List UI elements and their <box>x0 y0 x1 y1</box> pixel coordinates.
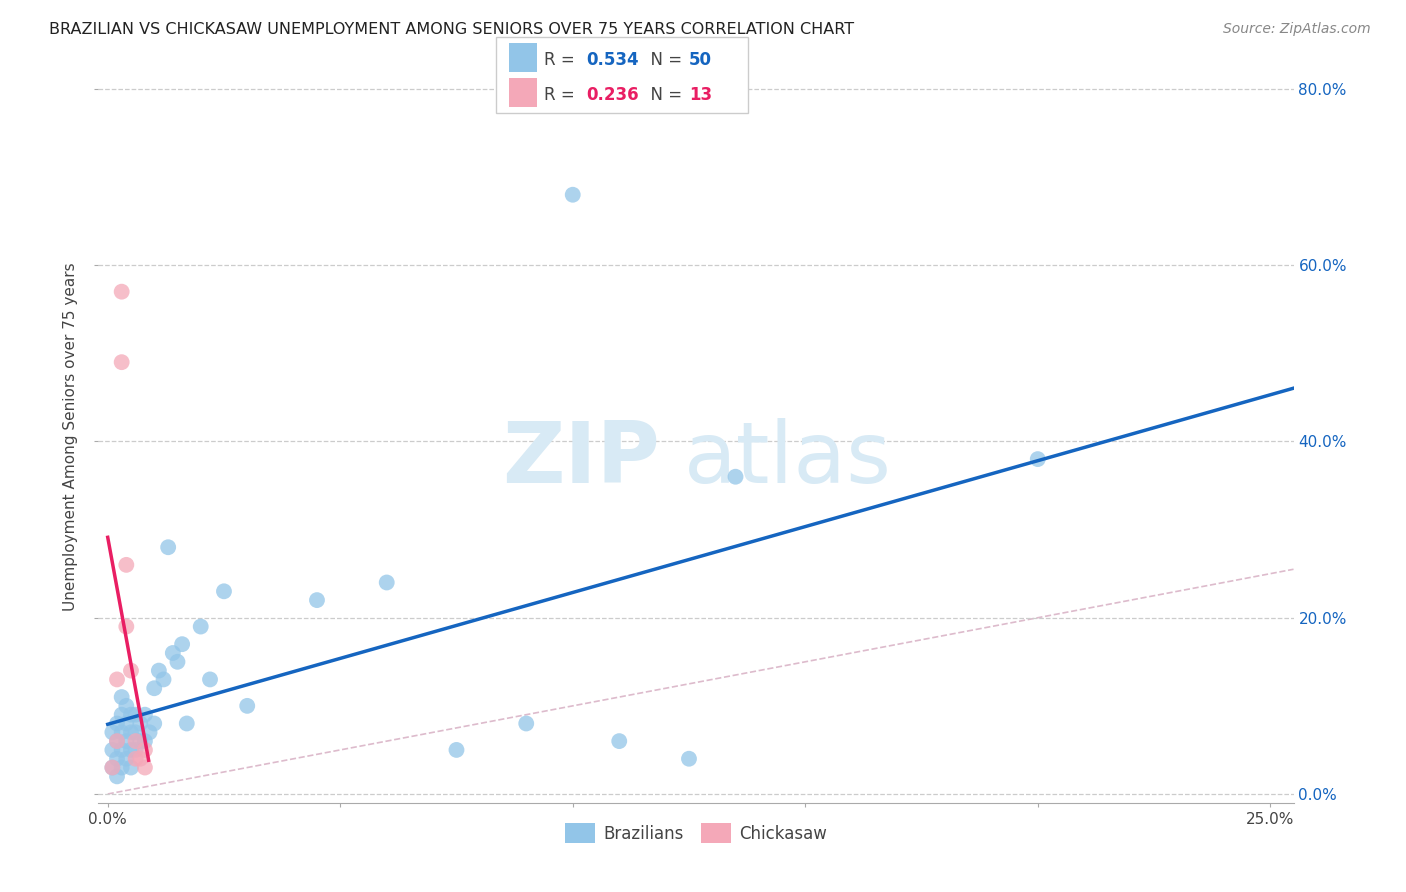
Point <box>236 698 259 713</box>
Point <box>101 760 124 774</box>
Point <box>162 646 184 660</box>
Text: ZIP: ZIP <box>502 417 661 500</box>
Point <box>105 734 128 748</box>
Point <box>124 752 146 766</box>
Point <box>198 673 221 687</box>
Point <box>120 725 142 739</box>
Point <box>678 752 700 766</box>
Point <box>134 743 156 757</box>
Point <box>111 743 134 757</box>
Point <box>105 752 128 766</box>
Text: Source: ZipAtlas.com: Source: ZipAtlas.com <box>1223 22 1371 37</box>
Point <box>148 664 170 678</box>
Point <box>124 734 146 748</box>
Point <box>105 769 128 783</box>
Point <box>129 752 152 766</box>
Point <box>120 664 142 678</box>
Point <box>124 743 146 757</box>
Point <box>157 540 180 554</box>
Point <box>152 673 174 687</box>
Text: R =: R = <box>544 87 581 104</box>
Point <box>212 584 235 599</box>
Point <box>111 355 134 369</box>
Text: atlas: atlas <box>685 417 891 500</box>
Text: N =: N = <box>640 87 688 104</box>
Point <box>111 285 134 299</box>
Point <box>190 619 212 633</box>
Point <box>105 673 128 687</box>
Point <box>120 743 142 757</box>
Point <box>115 558 138 572</box>
Point <box>120 760 142 774</box>
Point <box>134 707 156 722</box>
Point <box>124 725 146 739</box>
Point <box>143 716 166 731</box>
Point <box>115 619 138 633</box>
Point <box>111 707 134 722</box>
Point <box>101 760 124 774</box>
Legend: Brazilians, Chickasaw: Brazilians, Chickasaw <box>558 817 834 849</box>
Text: 0.534: 0.534 <box>586 52 638 70</box>
Text: 13: 13 <box>689 87 711 104</box>
Point <box>305 593 328 607</box>
Point <box>115 734 138 748</box>
Point <box>515 716 537 731</box>
Point <box>446 743 468 757</box>
Point <box>105 716 128 731</box>
Point <box>129 716 152 731</box>
Point <box>129 734 152 748</box>
Point <box>115 752 138 766</box>
Text: R =: R = <box>544 52 581 70</box>
Point <box>120 707 142 722</box>
Point <box>105 734 128 748</box>
Point <box>724 469 747 483</box>
Text: BRAZILIAN VS CHICKASAW UNEMPLOYMENT AMONG SENIORS OVER 75 YEARS CORRELATION CHAR: BRAZILIAN VS CHICKASAW UNEMPLOYMENT AMON… <box>49 22 855 37</box>
Point <box>111 690 134 704</box>
Point <box>124 707 146 722</box>
Point <box>166 655 188 669</box>
Point <box>607 734 630 748</box>
Point <box>375 575 398 590</box>
Point <box>172 637 194 651</box>
Point <box>561 187 583 202</box>
Y-axis label: Unemployment Among Seniors over 75 years: Unemployment Among Seniors over 75 years <box>63 263 79 611</box>
Point <box>115 698 138 713</box>
Point <box>138 725 160 739</box>
Point <box>143 681 166 696</box>
Point <box>101 743 124 757</box>
Point <box>134 734 156 748</box>
Point <box>115 716 138 731</box>
Point <box>111 725 134 739</box>
Point <box>111 760 134 774</box>
Point <box>101 725 124 739</box>
Text: 50: 50 <box>689 52 711 70</box>
Point <box>1026 452 1049 467</box>
Text: 0.236: 0.236 <box>586 87 638 104</box>
Point <box>176 716 198 731</box>
Text: N =: N = <box>640 52 688 70</box>
Point <box>134 760 156 774</box>
